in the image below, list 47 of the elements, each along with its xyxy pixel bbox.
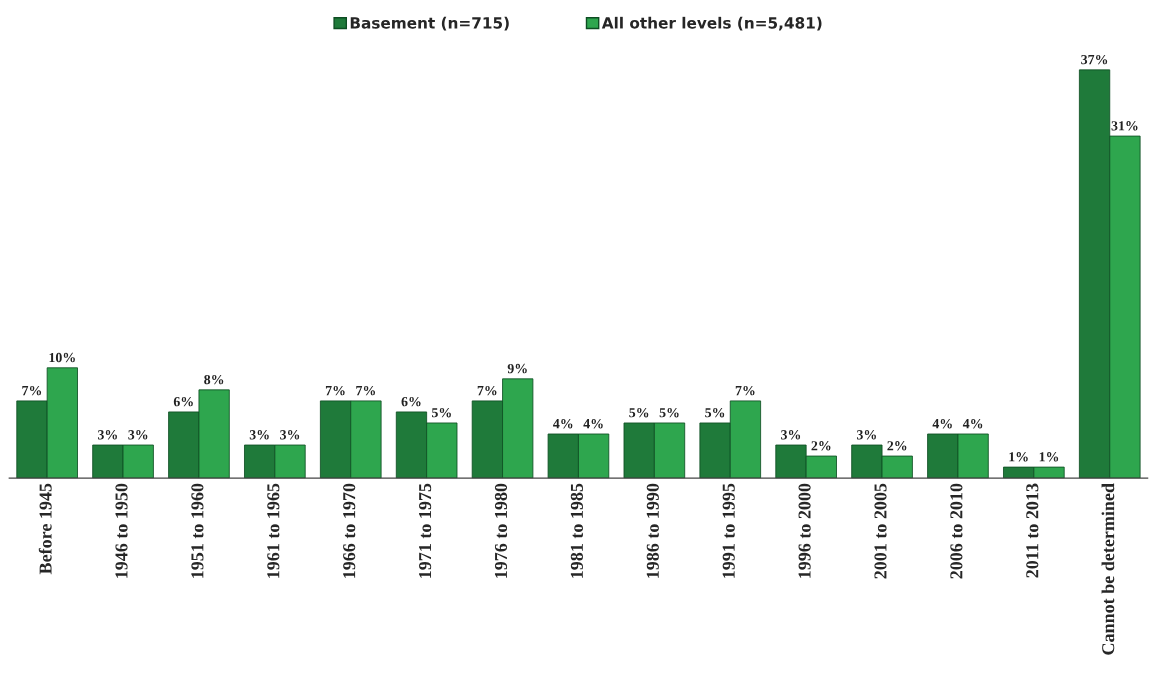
data-label: 5% bbox=[659, 407, 679, 418]
data-label: 31% bbox=[1111, 121, 1138, 131]
data-label: 7% bbox=[22, 385, 42, 396]
data-label: 4% bbox=[932, 419, 952, 429]
data-label: 4% bbox=[583, 419, 603, 429]
data-label: 5% bbox=[431, 407, 451, 418]
x-tick-label: Before 1945 bbox=[38, 483, 52, 575]
x-tick-label: 1996 to 2000 bbox=[798, 483, 811, 578]
data-label: 3% bbox=[781, 430, 801, 440]
data-label: 3% bbox=[856, 430, 876, 440]
x-tick-label: 2011 to 2013 bbox=[1026, 483, 1039, 578]
legend-label: All other levels (n=5,481) bbox=[601, 16, 822, 31]
x-tick-label: 1961 to 1965 bbox=[267, 483, 280, 578]
x-tick-label: 1966 to 1970 bbox=[343, 483, 356, 578]
legend-label: Basement (n=715) bbox=[350, 16, 509, 31]
x-tick-label: 1986 to 1990 bbox=[646, 483, 659, 578]
data-label: 7% bbox=[735, 385, 755, 396]
data-label: 1% bbox=[1039, 452, 1059, 462]
data-label: 10% bbox=[49, 352, 75, 363]
data-label: 3% bbox=[97, 430, 117, 440]
data-label: 8% bbox=[204, 374, 224, 385]
data-label: 7% bbox=[325, 385, 345, 396]
data-label: 5% bbox=[705, 407, 725, 418]
data-label: 2% bbox=[887, 441, 907, 451]
x-tick-label: 1951 to 1960 bbox=[191, 483, 204, 578]
data-label: 5% bbox=[629, 407, 649, 418]
x-tick-label: 2006 to 2010 bbox=[950, 483, 963, 579]
data-label: 9% bbox=[507, 363, 527, 374]
data-label: 4% bbox=[962, 419, 983, 429]
data-label: 3% bbox=[249, 430, 269, 440]
x-tick-label: 1981 to 1985 bbox=[570, 483, 583, 578]
data-label: 7% bbox=[356, 385, 376, 396]
data-label: 37% bbox=[1081, 54, 1108, 65]
data-label: 6% bbox=[173, 396, 193, 407]
x-tick-label: 1971 to 1975 bbox=[419, 483, 432, 578]
x-tick-label: 2001 to 2005 bbox=[874, 483, 887, 579]
data-label: 2% bbox=[811, 441, 831, 451]
x-tick-label: 1946 to 1950 bbox=[115, 483, 128, 578]
x-tick-label: Cannot be determined bbox=[1101, 483, 1115, 655]
data-label: 6% bbox=[401, 396, 421, 407]
data-label: 3% bbox=[128, 430, 148, 440]
data-label: 3% bbox=[280, 430, 300, 440]
data-label: 4% bbox=[553, 419, 573, 429]
x-tick-label: 1991 to 1995 bbox=[722, 483, 735, 578]
data-label: 7% bbox=[477, 385, 497, 396]
x-tick-label: 1976 to 1980 bbox=[494, 483, 508, 578]
data-label: 1% bbox=[1009, 452, 1028, 462]
